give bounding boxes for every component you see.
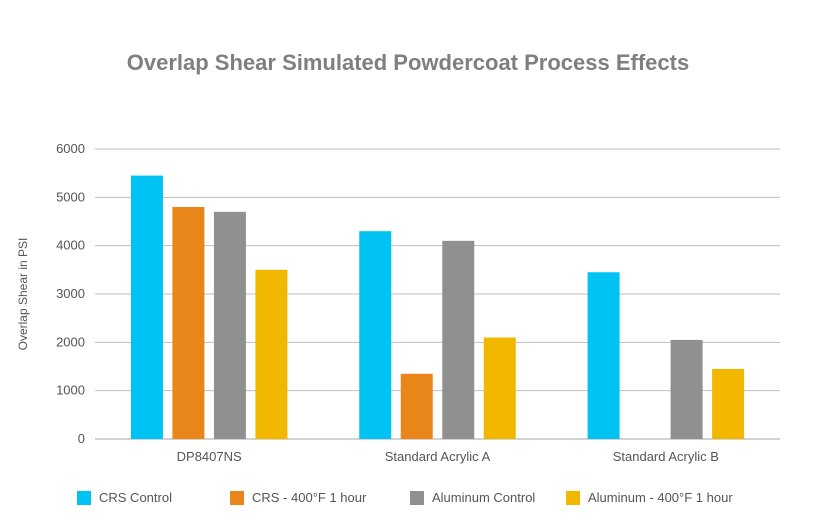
x-category-label: DP8407NS: [177, 449, 242, 464]
legend-item: Aluminum - 400°F 1 hour: [566, 490, 733, 505]
legend-swatch: [77, 490, 91, 505]
y-tick-label: 0: [78, 431, 85, 446]
bar: [587, 272, 620, 439]
legend-item: CRS Control: [77, 490, 172, 505]
bar: [712, 368, 745, 439]
y-tick-label: 2000: [56, 334, 85, 349]
bar: [442, 240, 475, 439]
legend-swatch: [230, 490, 244, 505]
x-category-label: Standard Acrylic A: [385, 449, 491, 464]
legend-swatch: [566, 490, 580, 505]
bar: [359, 231, 392, 439]
chart-title: Overlap Shear Simulated Powdercoat Proce…: [126, 50, 690, 75]
y-tick-label: 5000: [56, 189, 85, 204]
bar: [255, 269, 288, 439]
legend: CRS Control CRS - 400°F 1 hour Aluminum Co…: [0, 490, 816, 512]
bar: [130, 175, 163, 440]
bar: [483, 337, 516, 439]
bar: [213, 211, 246, 439]
x-category-label: Standard Acrylic B: [613, 449, 719, 464]
legend-label: Aluminum Control: [432, 490, 536, 505]
bar: [400, 373, 433, 439]
y-tick-label: 4000: [56, 238, 85, 253]
bar: [670, 339, 703, 439]
legend-label: CRS - 400°F 1 hour: [252, 490, 367, 505]
legend-item: CRS - 400°F 1 hour: [230, 490, 366, 505]
legend-label: CRS Control: [99, 490, 172, 505]
y-tick-label: 3000: [56, 286, 85, 301]
legend-item: Aluminum Control: [410, 490, 535, 505]
bar: [172, 207, 205, 439]
y-tick-label: 6000: [56, 141, 85, 156]
legend-label: Aluminum - 400°F 1 hour: [588, 490, 733, 505]
y-axis-title: Overlap Shear in PSI: [16, 238, 30, 351]
legend-swatch: [410, 490, 424, 505]
y-tick-label: 1000: [56, 383, 85, 398]
